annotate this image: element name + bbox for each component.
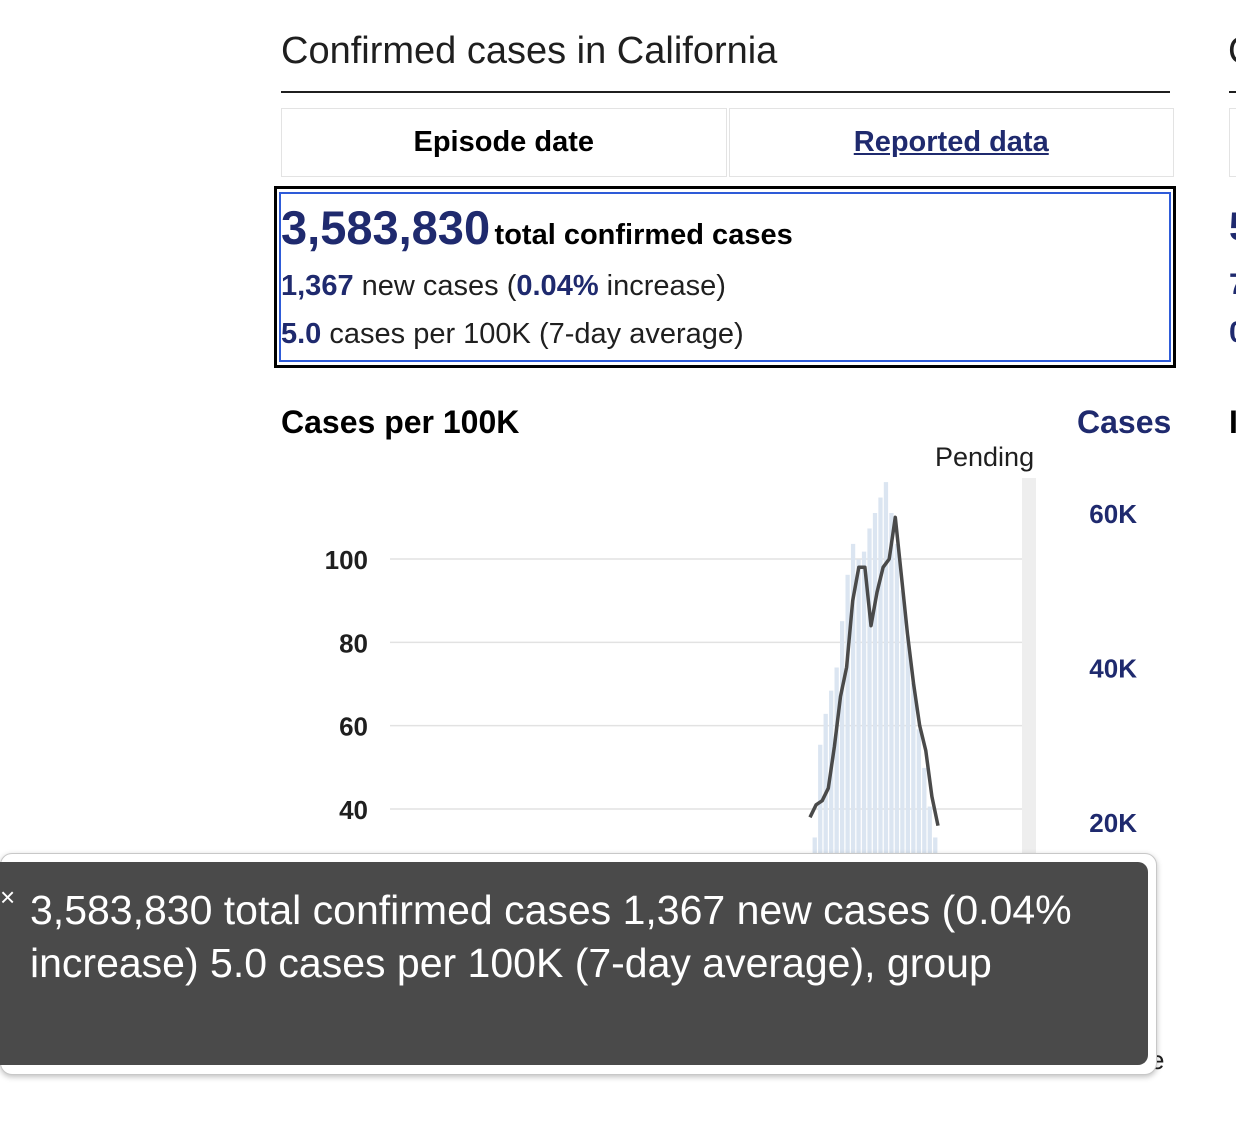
page-title: Confirmed cases in California xyxy=(281,30,778,72)
next-panel-title-clipped: C xyxy=(1228,30,1236,73)
title-divider xyxy=(281,91,1170,93)
new-cases-label: new cases ( xyxy=(361,270,517,302)
right-tick-label: 20K xyxy=(1089,808,1137,838)
new-cases-value: 1,367 xyxy=(281,270,354,302)
increase-label: increase) xyxy=(606,270,726,302)
case-bar xyxy=(889,513,894,1060)
avg-cases-value: 5.0 xyxy=(281,318,322,350)
accessibility-tooltip xyxy=(0,862,1148,1065)
view-tabs: Episode date Reported data xyxy=(281,108,1174,177)
case-bar xyxy=(900,590,905,1060)
next-panel-stat-clipped-1: 5 xyxy=(1229,205,1236,250)
total-cases-label: total confirmed cases xyxy=(494,219,793,251)
case-bar xyxy=(883,482,889,1061)
case-bar xyxy=(894,543,900,1060)
tooltip-text: 3,583,830 total confirmed cases 1,367 ne… xyxy=(30,887,1072,986)
axis-tick-labels: 100 80 60 40 60K 40K 20K xyxy=(325,499,1138,838)
case-bar xyxy=(867,528,872,1060)
next-panel-divider xyxy=(1229,91,1236,93)
rate-line xyxy=(808,515,940,827)
next-panel-chart-title-clipped: I xyxy=(1229,404,1236,440)
stats-focus-ring xyxy=(274,186,1176,368)
case-bar xyxy=(850,543,856,1060)
stats-group[interactable] xyxy=(279,192,1171,362)
case-bar xyxy=(878,497,883,1060)
next-panel-tab-clipped[interactable] xyxy=(1229,108,1236,177)
left-tick-label: 60 xyxy=(339,712,368,742)
next-panel-stat-clipped-2: 7 xyxy=(1229,268,1236,302)
case-bar xyxy=(845,574,850,1060)
total-cases-stat: 3,583,830 total confirmed cases xyxy=(281,200,793,255)
next-panel-stat-clipped-3: 0 xyxy=(1229,316,1236,350)
right-tick-label: 60K xyxy=(1089,499,1137,529)
case-bar xyxy=(905,636,911,1060)
avg-cases-stat: 5.0 cases per 100K (7-day average) xyxy=(281,318,744,351)
chart-left-axis-title: Cases per 100K xyxy=(281,404,520,440)
tab-episode-date[interactable]: Episode date xyxy=(281,108,727,177)
case-bar xyxy=(861,551,867,1060)
left-tick-label: 40 xyxy=(339,795,368,825)
case-bar xyxy=(839,621,845,1060)
left-tick-label: 80 xyxy=(339,628,368,658)
left-tick-label: 100 xyxy=(325,545,368,575)
right-tick-label: 40K xyxy=(1089,654,1137,684)
tab-reported-data[interactable]: Reported data xyxy=(728,108,1174,177)
avg-cases-label: cases per 100K (7-day average) xyxy=(329,318,744,350)
case-bar xyxy=(872,513,878,1060)
new-cases-stat: 1,367 new cases (0.04% increase) xyxy=(281,270,726,303)
case-bar xyxy=(856,559,861,1060)
chart-gridlines xyxy=(390,558,1036,810)
increase-percent: 0.04% xyxy=(516,270,599,302)
pending-label: Pending xyxy=(935,442,1035,472)
close-icon[interactable]: × xyxy=(0,882,16,912)
chart-right-axis-title: Cases xyxy=(1077,404,1172,440)
total-cases-value: 3,583,830 xyxy=(281,201,491,254)
cases-per-100k-line xyxy=(808,515,940,827)
